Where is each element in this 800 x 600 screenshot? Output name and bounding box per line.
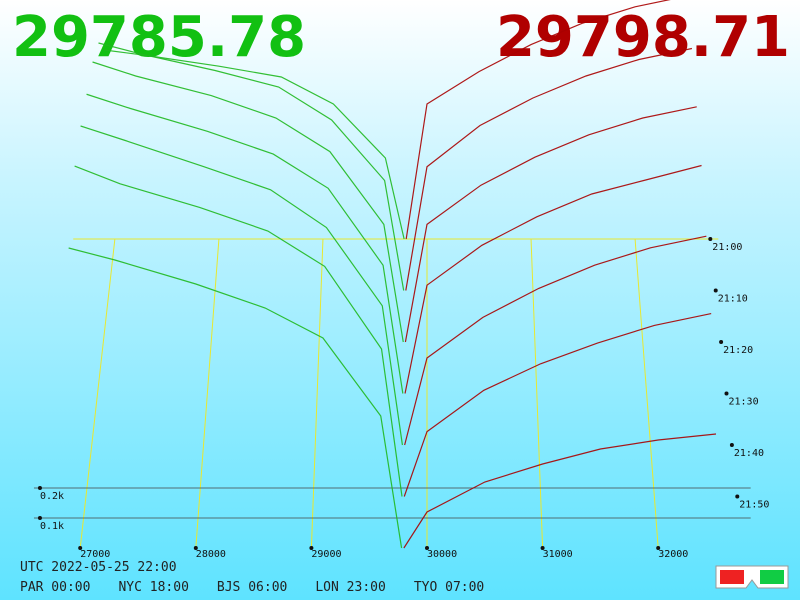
price-tick-label: 31000 (543, 549, 573, 560)
zone-clock: NYC 18:00 (118, 580, 189, 595)
price-tick (193, 546, 198, 550)
bid-depth-line (74, 165, 403, 497)
3d-glasses-icon (715, 565, 789, 589)
depth-tick (37, 516, 42, 520)
price-tick (309, 546, 314, 550)
time-tick-label: 21:00 (712, 242, 742, 253)
bid-depth-line (86, 93, 404, 394)
time-tick (713, 288, 718, 293)
price-tick (656, 546, 661, 550)
zone-clock: PAR 00:00 (20, 580, 91, 595)
bid-depth-line (68, 247, 403, 549)
price-tick-label: 28000 (196, 549, 226, 560)
ask-depth-line (403, 313, 712, 497)
price-tick-label: 32000 (658, 549, 688, 560)
price-tick-label: 30000 (427, 549, 457, 560)
world-clocks: PAR 00:00 NYC 18:00 BJS 06:00 LON 23:00 TYO … (20, 580, 512, 595)
zone-clock: TYO 07:00 (413, 580, 485, 595)
ask-depth-line (405, 47, 693, 291)
price-tick (540, 546, 545, 550)
price-tick (78, 546, 83, 550)
price-grid-line (310, 238, 324, 549)
time-tick (724, 391, 729, 396)
bid-price: 29785.78 (12, 5, 307, 70)
time-tick-label: 21:10 (718, 294, 748, 305)
time-tick (719, 340, 724, 344)
bid-depth-line (80, 125, 404, 446)
zone-clock: LON 23:00 (315, 580, 386, 595)
ask-depth-line (404, 164, 702, 394)
zone-clock: BJS 06:00 (216, 580, 288, 595)
price-grid-line (634, 238, 659, 549)
time-tick (708, 237, 713, 241)
ask-depth-line (405, 0, 671, 240)
price-tick (425, 546, 429, 550)
time-tick (729, 443, 734, 447)
price-grid-line (79, 238, 116, 549)
ask-depth-line (404, 235, 707, 446)
utc-clock: UTC 2022-05-25 22:00 (20, 560, 177, 575)
depth-tick-label: 0.1k (40, 521, 64, 532)
time-tick-label: 21:50 (739, 500, 769, 511)
bid-depth-line (98, 42, 405, 291)
time-tick-label: 21:40 (734, 448, 764, 459)
price-tick-label: 29000 (311, 549, 341, 560)
time-tick-label: 21:30 (728, 397, 758, 408)
depth-tick (37, 486, 42, 490)
bid-depth-line (92, 61, 404, 343)
ask-depth-line (403, 433, 717, 549)
price-tick-label: 27000 (80, 549, 110, 560)
time-tick (735, 494, 740, 499)
price-grid-line (530, 238, 544, 549)
depth-tick-label: 0.2k (40, 491, 64, 502)
time-tick-label: 21:20 (723, 345, 753, 356)
ask-depth-line (404, 106, 697, 343)
bid-depth-line (104, 49, 405, 240)
